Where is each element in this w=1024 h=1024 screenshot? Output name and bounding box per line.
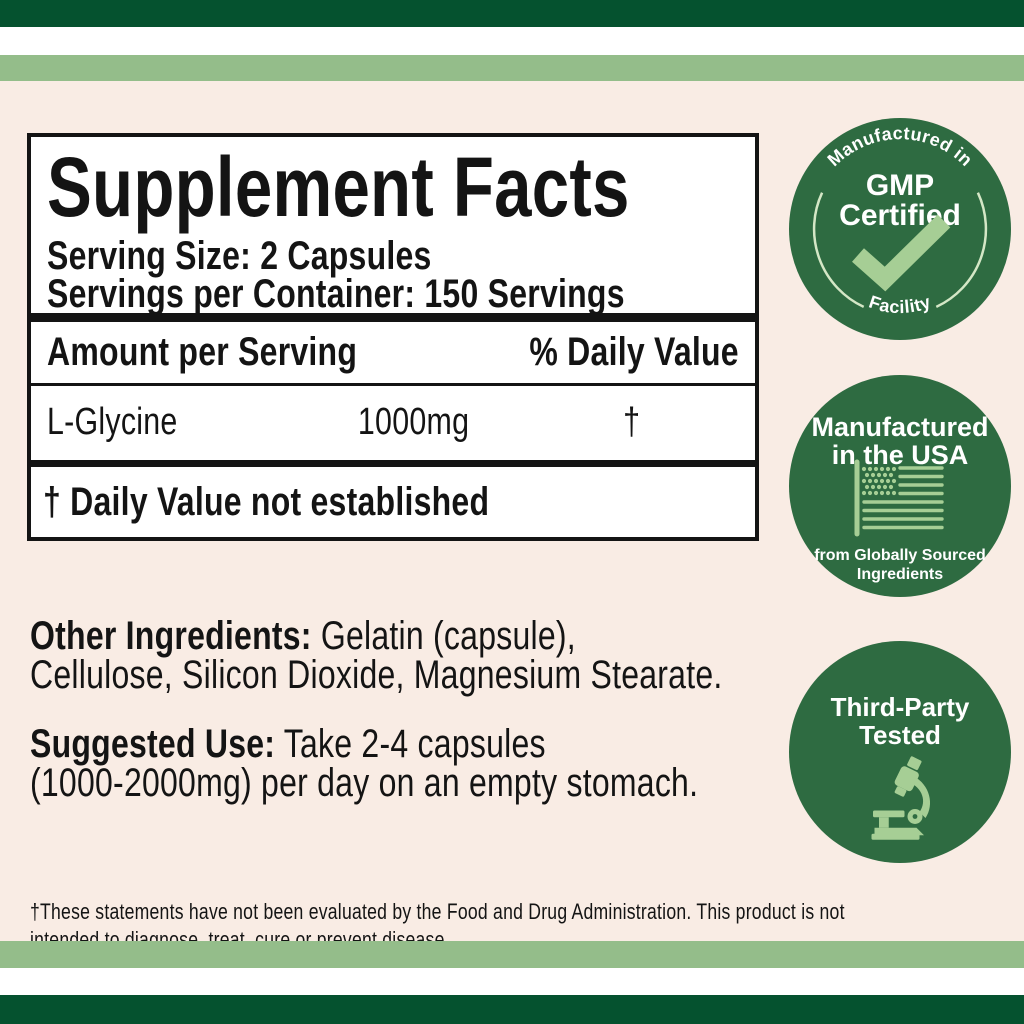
badge-gmp-line1: GMP [866, 169, 934, 202]
gmp-certified-badge: Manufactured in GMP Certified Facility [789, 118, 1011, 340]
usa-flag-icon [854, 459, 944, 537]
serving-size: Serving Size: 2 Capsules [47, 234, 432, 278]
badge-usa-sub1: from Globally Sourced [814, 547, 986, 564]
top-stripe-white [0, 27, 1024, 55]
third-party-tested-badge: Third-Party Tested [789, 641, 1011, 863]
badge-tested-line2: Tested [859, 720, 941, 750]
servings-per-container: Servings per Container: 150 Servings [47, 272, 625, 316]
bottom-stripe-light-green [0, 941, 1024, 968]
serving-info: Serving Size: 2 Capsules Servings per Co… [47, 234, 739, 316]
daily-value-footnote: † Daily Value not established [43, 479, 490, 524]
ingredient-daily-value: † [623, 400, 641, 443]
divider-thick-bottom [31, 460, 755, 467]
badge-tested-line1: Third-Party [831, 692, 970, 722]
divider-thick-top [31, 313, 755, 322]
supplement-facts-panel: Supplement Facts Serving Size: 2 Capsule… [27, 133, 759, 541]
ingredient-amount: 1000mg [358, 400, 470, 443]
checkmark-icon [852, 214, 951, 292]
facts-title: Supplement Facts [47, 140, 630, 234]
fda-disclaimer-line1: †These statements have not been evaluate… [30, 899, 845, 924]
column-daily-value: % Daily Value [529, 330, 739, 374]
badge-usa-sub2: Ingredients [857, 566, 943, 583]
top-stripe-light-green [0, 55, 1024, 81]
bottom-stripe-dark-green [0, 995, 1024, 1024]
made-in-usa-badge: Manufactured in the USA from G [789, 375, 1011, 597]
badge-circle [789, 641, 1011, 863]
facts-column-headers: Amount per Serving % Daily Value [31, 322, 755, 386]
suggested-use-label: Suggested Use: [30, 722, 276, 766]
suggested-use-paragraph: Suggested Use: Take 2-4 capsules (1000-2… [30, 722, 865, 805]
badge-usa-line1: Manufactured [811, 412, 988, 442]
column-amount-per-serving: Amount per Serving [47, 330, 358, 374]
other-ingredients-label: Other Ingredients: [30, 614, 312, 658]
bottom-stripe-white [0, 968, 1024, 995]
suggested-use-line1: Suggested Use: Take 2-4 capsules [30, 722, 546, 766]
decorative-arc-left [812, 192, 865, 309]
other-ingredients-line1: Other Ingredients: Gelatin (capsule), [30, 614, 576, 658]
microscope-icon [871, 756, 931, 840]
decorative-arc-right [935, 192, 988, 309]
flag-canton-stars [861, 466, 897, 496]
badge-circle [789, 118, 1011, 340]
suggested-use-line2: (1000-2000mg) per day on an empty stomac… [30, 761, 699, 805]
ingredient-name: L-Glycine [47, 400, 178, 443]
top-stripe-dark-green [0, 0, 1024, 27]
flag-stripes [862, 466, 944, 530]
other-ingredients-line2: Cellulose, Silicon Dioxide, Magnesium St… [30, 653, 723, 697]
facts-header: Supplement Facts Serving Size: 2 Capsule… [31, 137, 755, 316]
other-ingredients-paragraph: Other Ingredients: Gelatin (capsule), Ce… [30, 614, 896, 697]
ingredient-row: L-Glycine 1000mg † [31, 386, 755, 458]
badge-usa-line2: in the USA [832, 440, 969, 470]
